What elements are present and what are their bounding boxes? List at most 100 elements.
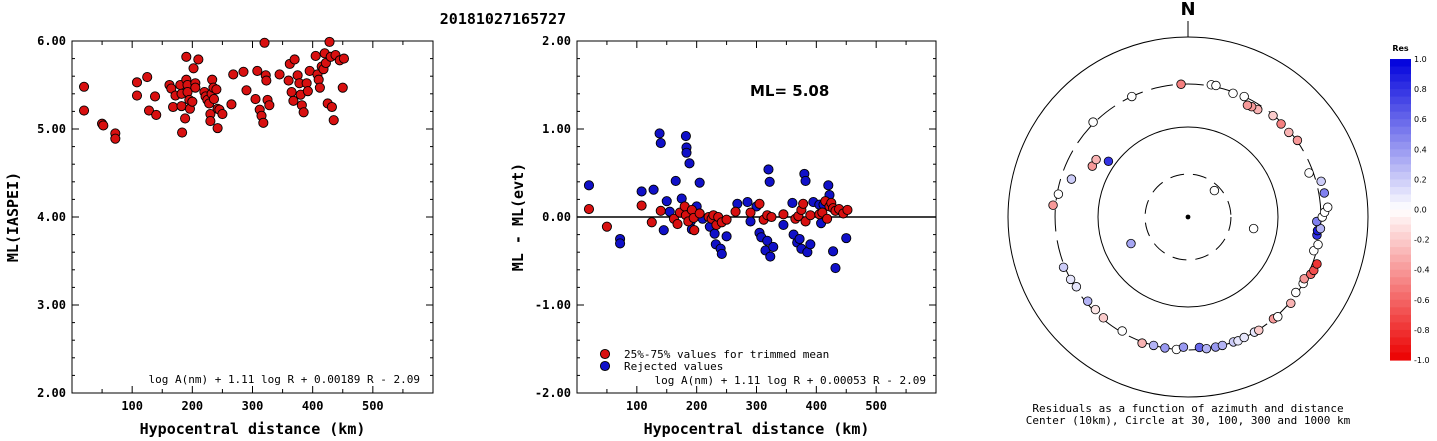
legend-swatch-rejected	[599, 360, 611, 372]
trimmed-point	[730, 206, 741, 217]
data-point	[98, 120, 109, 131]
rejected-point	[787, 197, 798, 208]
colorbar-tick-label: -0.8	[1414, 326, 1430, 335]
data-point	[326, 101, 337, 113]
colorbar-cell	[1390, 329, 1411, 339]
station-residual-point	[1178, 342, 1189, 352]
rejected-point	[721, 231, 732, 242]
trimmed-point	[583, 204, 595, 215]
station-residual-point	[1217, 340, 1228, 351]
rejected-point	[742, 196, 753, 208]
station-residual-point	[1286, 298, 1296, 308]
station-residual-point	[1048, 200, 1058, 210]
residual-colorbar: Res 1.0 0.8 0.6 0.4 0.2 0.0 -0.2 -0.4 -0.6 -0.8 -1.…	[1390, 44, 1430, 365]
trimmed-point	[672, 218, 683, 230]
legend-swatch-trimmed	[599, 348, 611, 360]
colorbar-cell	[1390, 284, 1411, 293]
station-residual-point	[1316, 176, 1326, 187]
station-residual-point	[1065, 274, 1076, 285]
north-label: N	[1180, 0, 1195, 20]
colorbar-cell	[1390, 74, 1411, 83]
colorbar-tick-label: 0.6	[1414, 115, 1427, 124]
rejected-point	[709, 228, 720, 239]
x-tick-label: 400	[302, 399, 324, 413]
rejected-point	[794, 233, 805, 245]
x-tick-label: 100	[626, 399, 648, 413]
station-residual-point	[1248, 223, 1259, 234]
colorbar-cell	[1390, 96, 1411, 105]
y-axis-label: ML - ML(evt)	[509, 163, 527, 271]
rejected-point	[762, 235, 773, 246]
data-point	[180, 113, 191, 124]
data-point	[177, 127, 188, 138]
trimmed-point	[745, 207, 756, 218]
colorbar-tick-label: -0.6	[1414, 296, 1430, 305]
rejected-point	[670, 175, 681, 186]
y-tick-label: -1.00	[535, 298, 571, 312]
data-point	[228, 69, 239, 80]
colorbar-cell	[1390, 134, 1411, 143]
station-residual-point	[1160, 343, 1170, 353]
rejected-point	[768, 241, 779, 252]
data-point	[283, 75, 294, 86]
data-point	[259, 37, 270, 48]
station-residual-point	[1299, 274, 1309, 284]
station-residual-point	[1201, 343, 1212, 354]
rejected-point	[764, 176, 775, 187]
colorbar-cell	[1390, 186, 1411, 196]
colorbar-cell	[1390, 322, 1411, 331]
y-tick-label: 2.00	[37, 386, 66, 400]
rejected-point	[615, 238, 626, 249]
colorbar-cell	[1390, 247, 1411, 256]
station-residual-point	[1211, 80, 1221, 91]
data-point	[205, 116, 216, 127]
station-residual-point	[1239, 332, 1249, 343]
x-tick-label: 500	[362, 399, 384, 413]
colorbar-cell	[1390, 292, 1411, 301]
station-residual-point	[1323, 202, 1333, 212]
data-point	[143, 105, 155, 116]
colorbar-cell	[1390, 262, 1411, 271]
colorbar-cell	[1390, 66, 1411, 75]
colorbar-tick-label: 0.0	[1414, 206, 1427, 215]
y-tick-label: 3.00	[37, 298, 66, 312]
rejected-point	[800, 175, 811, 186]
colorbar-cell	[1390, 217, 1411, 226]
ring-100km	[1097, 126, 1279, 308]
ml-vs-distance-panel: 100 200 300 400 500 2.00 3.00 4.00 5.00 6.00 Hypoc…	[4, 34, 434, 438]
station-residual-point	[1126, 238, 1136, 249]
colorbar-cell	[1390, 171, 1411, 180]
colorbar-cell	[1390, 299, 1411, 308]
colorbar-cell	[1390, 149, 1411, 158]
y-tick-label: 5.00	[37, 122, 66, 136]
colorbar-cell	[1390, 224, 1411, 233]
data-point	[226, 99, 237, 110]
colorbar-cell	[1390, 269, 1411, 278]
data-point	[328, 115, 339, 126]
ring-30km	[1144, 173, 1232, 261]
rejected-point	[648, 184, 659, 195]
x-tick-label: 100	[121, 399, 143, 413]
data-point	[252, 65, 263, 76]
rejected-point	[694, 177, 705, 188]
rejected-point	[716, 248, 727, 260]
data-point	[193, 54, 204, 65]
x-axis-label: Hypocentral distance (km)	[140, 420, 366, 438]
colorbar-cell	[1390, 179, 1411, 188]
data-point	[78, 81, 90, 92]
figure-title: 20181027165727	[440, 10, 566, 28]
y-tick-label: 2.00	[542, 34, 571, 48]
station-residual-point	[1242, 100, 1253, 110]
x-tick-label: 400	[805, 399, 827, 413]
data-point	[314, 82, 325, 93]
x-tick-label: 300	[242, 399, 264, 413]
rejected-point	[655, 138, 666, 149]
colorbar-cell	[1390, 59, 1411, 68]
station-residual-point	[1228, 88, 1238, 99]
data-point	[217, 108, 228, 120]
x-axis-label: Hypocentral distance (km)	[644, 420, 870, 438]
trimmed-point	[805, 210, 816, 221]
x-tick-label: 200	[686, 399, 708, 413]
colorbar-tick-label: 0.8	[1414, 85, 1427, 94]
polar-caption-line2: Center (10km), Circle at 30, 100, 300 an…	[1026, 414, 1351, 427]
